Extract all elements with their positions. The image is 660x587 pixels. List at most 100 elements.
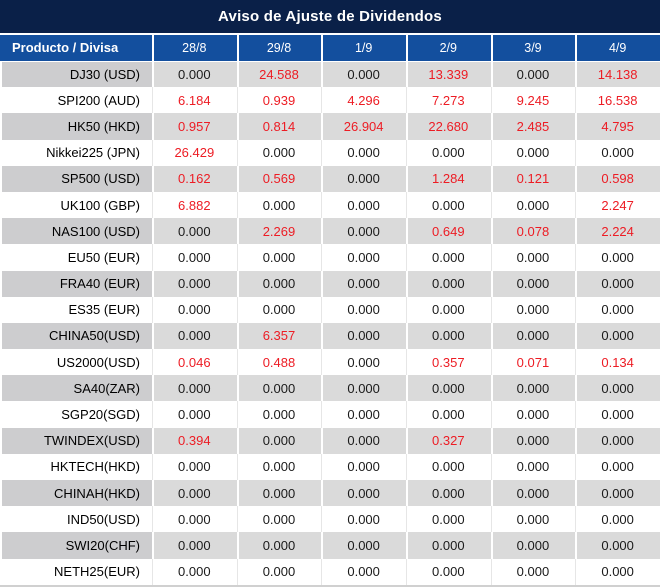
dividend-value-cell: 0.000 xyxy=(405,191,491,219)
table-row: SGP20(SGD) 0.000 0.000 0.000 0.000 0.000 0.000 xyxy=(0,401,660,428)
dividend-value-cell: 0.000 xyxy=(152,270,237,297)
dividend-value-cell: 0.488 xyxy=(236,349,322,376)
dividend-value-cell: 0.000 xyxy=(490,375,576,402)
dividend-value-cell: 0.000 xyxy=(236,480,322,507)
dividend-value-cell: 0.000 xyxy=(152,480,237,507)
dividend-value-cell: 0.000 xyxy=(405,480,491,507)
dividend-value-cell: 0.000 xyxy=(236,270,322,297)
dividend-value-cell: 0.000 xyxy=(405,558,491,585)
table-row: ES35 (EUR) 0.000 0.000 0.000 0.000 0.000 0.000 xyxy=(0,296,660,323)
dividend-value-cell: 0.000 xyxy=(490,139,576,166)
date-column-header: 4/9 xyxy=(575,35,660,62)
table-row: CHINA50(USD) 0.000 6.357 0.000 0.000 0.000 0.0… xyxy=(0,322,660,350)
product-label: HK50 (HKD) xyxy=(0,113,152,140)
table-row: UK100 (GBP) 6.882 0.000 0.000 0.000 0.000 2.24… xyxy=(0,191,660,219)
dividend-value-cell: 0.000 xyxy=(575,322,660,350)
dividend-value-cell: 0.000 xyxy=(321,532,406,559)
table-row: FRA40 (EUR) 0.000 0.000 0.000 0.000 0.000 0.00… xyxy=(0,270,660,297)
product-label: SA40(ZAR) xyxy=(0,375,152,402)
dividend-value-cell: 0.000 xyxy=(152,532,237,559)
dividend-value-cell: 0.000 xyxy=(405,453,491,480)
dividend-value-cell: 0.000 xyxy=(321,558,406,585)
dividend-value-cell: 0.357 xyxy=(405,349,491,376)
product-label: SGP20(SGD) xyxy=(0,401,152,428)
table-row: Nikkei225 (JPN) 26.429 0.000 0.000 0.000 0.00… xyxy=(0,139,660,166)
dividend-value-cell: 6.184 xyxy=(152,87,237,114)
product-label: NETH25(EUR) xyxy=(0,558,152,585)
table-row: CHINAH(HKD) 0.000 0.000 0.000 0.000 0.000 0.00… xyxy=(0,480,660,507)
table-row: NAS100 (USD) 0.000 2.269 0.000 0.649 0.078 2.2… xyxy=(0,218,660,245)
dividend-value-cell: 0.000 xyxy=(152,453,237,480)
dividend-value-cell: 0.000 xyxy=(405,244,491,271)
dividend-value-cell: 0.000 xyxy=(321,349,406,376)
dividend-value-cell: 0.000 xyxy=(321,270,406,297)
dividend-value-cell: 0.000 xyxy=(575,244,660,271)
table-row: EU50 (EUR) 0.000 0.000 0.000 0.000 0.000 0.000 xyxy=(0,244,660,271)
dividend-value-cell: 0.134 xyxy=(575,349,660,376)
dividend-value-cell: 0.000 xyxy=(575,506,660,533)
dividend-value-cell: 0.046 xyxy=(152,349,237,376)
dividend-value-cell: 0.000 xyxy=(490,480,576,507)
dividend-value-cell: 0.000 xyxy=(321,506,406,533)
dividend-value-cell: 0.000 xyxy=(490,191,576,219)
dividend-value-cell: 0.000 xyxy=(152,558,237,585)
table-header-row: Producto / Divisa 28/8 29/8 1/9 2/9 3/9 … xyxy=(0,35,660,62)
table-row: SPI200 (AUD) 6.184 0.939 4.296 7.273 9.245 16.… xyxy=(0,87,660,114)
dividend-value-cell: 0.000 xyxy=(575,270,660,297)
dividend-value-cell: 0.000 xyxy=(490,61,576,88)
date-column-header: 1/9 xyxy=(321,35,406,62)
dividend-value-cell: 0.000 xyxy=(321,191,406,219)
product-label: ES35 (EUR) xyxy=(0,296,152,323)
dividend-value-cell: 2.485 xyxy=(490,113,576,140)
dividend-value-cell: 0.000 xyxy=(405,296,491,323)
dividend-value-cell: 0.327 xyxy=(405,427,491,454)
dividend-value-cell: 0.649 xyxy=(405,218,491,245)
dividend-value-cell: 26.429 xyxy=(152,139,237,166)
dividend-value-cell: 0.000 xyxy=(321,61,406,88)
dividend-value-cell: 9.245 xyxy=(490,87,576,114)
date-column-header: 2/9 xyxy=(405,35,491,62)
dividend-value-cell: 0.000 xyxy=(236,191,322,219)
product-label: EU50 (EUR) xyxy=(0,244,152,271)
product-label: IND50(USD) xyxy=(0,506,152,533)
dividend-value-cell: 0.000 xyxy=(490,453,576,480)
product-label: US2000(USD) xyxy=(0,349,152,376)
dividend-value-cell: 0.121 xyxy=(490,165,576,192)
dividend-value-cell: 0.000 xyxy=(490,427,576,454)
dividend-value-cell: 0.000 xyxy=(575,453,660,480)
dividend-value-cell: 0.078 xyxy=(490,218,576,245)
table-row: NETH25(EUR) 0.000 0.000 0.000 0.000 0.000 0.00… xyxy=(0,558,660,585)
dividend-value-cell: 0.000 xyxy=(575,375,660,402)
dividend-value-cell: 0.000 xyxy=(236,375,322,402)
dividend-value-cell: 0.598 xyxy=(575,165,660,192)
dividend-value-cell: 0.000 xyxy=(321,296,406,323)
product-label: Nikkei225 (JPN) xyxy=(0,139,152,166)
dividend-value-cell: 0.000 xyxy=(152,244,237,271)
product-label: NAS100 (USD) xyxy=(0,218,152,245)
dividend-value-cell: 0.000 xyxy=(490,244,576,271)
product-label: FRA40 (EUR) xyxy=(0,270,152,297)
table-row: US2000(USD) 0.046 0.488 0.000 0.357 0.071 0.13… xyxy=(0,349,660,376)
dividend-value-cell: 14.138 xyxy=(575,61,660,88)
table-row: DJ30 (USD) 0.000 24.588 0.000 13.339 0.000 14.… xyxy=(0,61,660,88)
dividend-value-cell: 0.162 xyxy=(152,165,237,192)
table-row: SA40(ZAR) 0.000 0.000 0.000 0.000 0.000 0.000 xyxy=(0,375,660,402)
dividend-value-cell: 0.814 xyxy=(236,113,322,140)
dividend-value-cell: 2.269 xyxy=(236,218,322,245)
dividend-value-cell: 0.000 xyxy=(575,401,660,428)
dividend-value-cell: 26.904 xyxy=(321,113,406,140)
dividends-table: Producto / Divisa 28/8 29/8 1/9 2/9 3/9 … xyxy=(0,35,660,585)
dividend-value-cell: 0.000 xyxy=(321,427,406,454)
dividend-value-cell: 0.000 xyxy=(575,558,660,585)
dividend-value-cell: 0.000 xyxy=(575,532,660,559)
dividend-value-cell: 0.000 xyxy=(575,296,660,323)
dividend-value-cell: 2.224 xyxy=(575,218,660,245)
product-label: SPI200 (AUD) xyxy=(0,87,152,114)
dividend-value-cell: 0.000 xyxy=(321,165,406,192)
dividend-value-cell: 0.569 xyxy=(236,165,322,192)
dividend-value-cell: 0.394 xyxy=(152,427,237,454)
dividend-value-cell: 4.296 xyxy=(321,87,406,114)
dividend-value-cell: 0.000 xyxy=(152,401,237,428)
dividend-value-cell: 0.000 xyxy=(321,401,406,428)
dividend-value-cell: 13.339 xyxy=(405,61,491,88)
